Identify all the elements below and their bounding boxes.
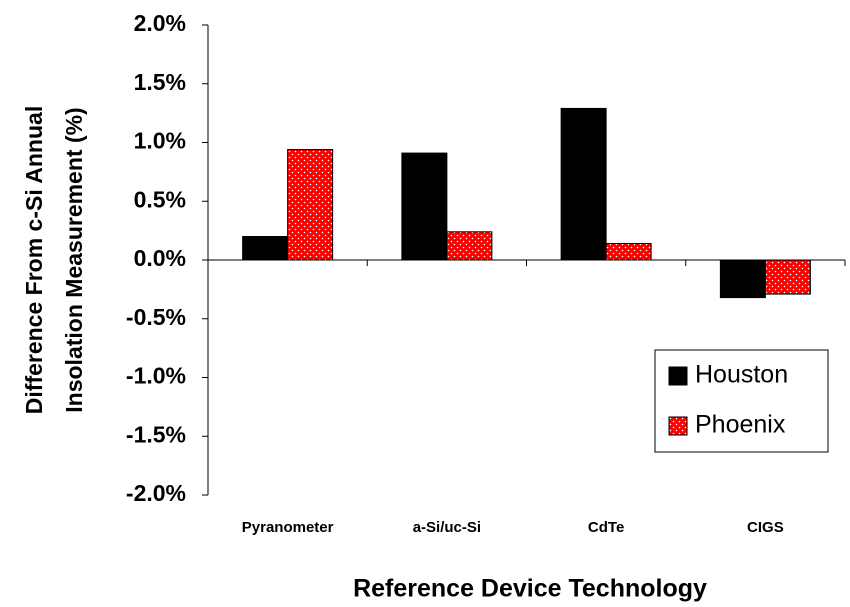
bar <box>719 259 766 299</box>
y-tick-label: -1.0% <box>126 363 186 389</box>
y-tick-label: 1.0% <box>134 128 186 154</box>
x-axis-title: Reference Device Technology <box>353 575 707 603</box>
y-tick-label: 2.0% <box>134 10 186 36</box>
legend-label: Phoenix <box>695 411 786 439</box>
x-tick-label: Pyranometer <box>242 519 334 536</box>
bar <box>764 259 811 295</box>
y-tick-label: -0.5% <box>126 304 186 330</box>
y-axis-title: Difference From c-Si Annual <box>21 106 47 414</box>
y-tick-label: 0.0% <box>134 245 186 271</box>
x-tick-label: CIGS <box>747 519 784 536</box>
x-tick-label: a-Si/uc-Si <box>413 519 481 536</box>
bar <box>560 107 607 261</box>
bar <box>605 243 652 261</box>
y-tick-label: 1.5% <box>134 69 186 95</box>
bar <box>401 152 448 261</box>
y-axis-title: Insolation Measurement (%) <box>61 107 87 412</box>
legend-label: Houston <box>695 361 788 389</box>
y-tick-label: -1.5% <box>126 421 186 447</box>
bar <box>446 231 493 261</box>
bar <box>242 236 289 261</box>
y-tick-label: -2.0% <box>126 480 186 506</box>
legend-swatch <box>668 366 688 386</box>
y-tick-label: 0.5% <box>134 186 186 212</box>
legend-swatch <box>668 416 688 436</box>
bar <box>287 149 334 261</box>
x-tick-label: CdTe <box>588 519 624 536</box>
